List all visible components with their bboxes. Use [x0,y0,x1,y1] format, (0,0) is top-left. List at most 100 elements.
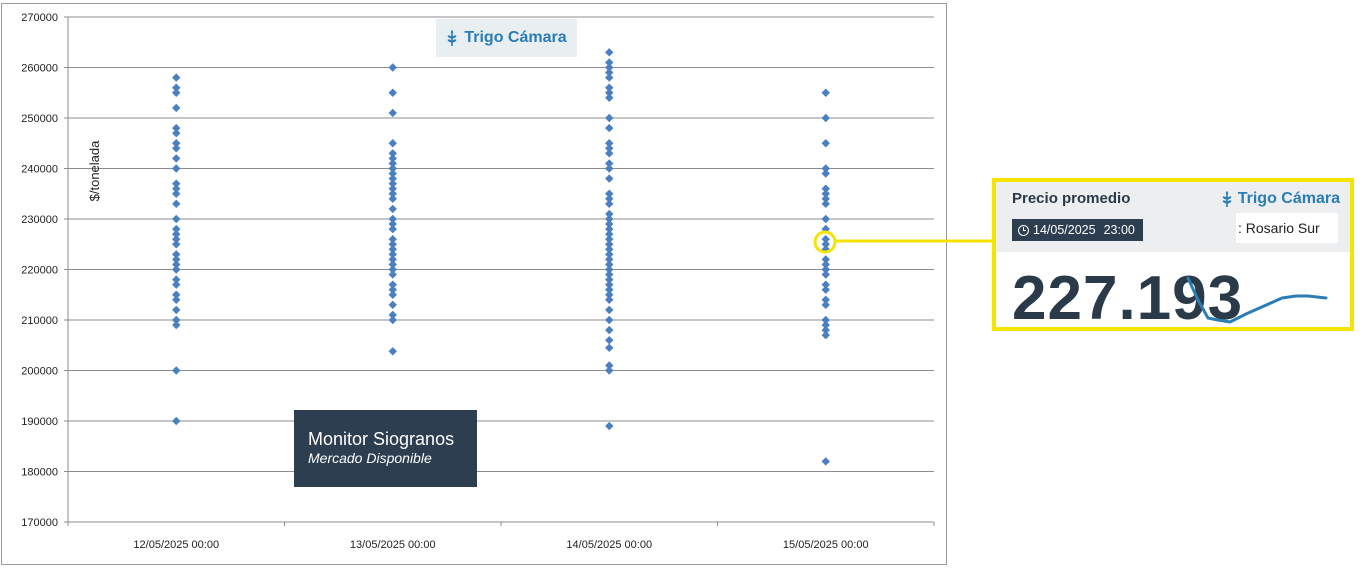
monitor-title: Monitor Siogranos [308,429,455,449]
data-point [388,310,397,320]
data-point [388,159,397,168]
data-point [605,48,614,57]
data-point [388,194,397,203]
y-tick-label: 250000 [21,113,58,125]
data-point [821,325,830,335]
data-point [605,139,614,148]
data-point [172,290,181,299]
data-point [388,315,397,325]
y-tick-label: 220000 [21,265,58,277]
data-point [605,285,614,294]
data-point [172,416,181,426]
data-point [172,83,181,92]
data-point [821,199,830,209]
data-point [172,214,181,224]
x-tick-label: 12/05/2025 00:00 [133,539,219,551]
data-point [388,63,397,72]
data-point [172,295,181,304]
data-point [605,189,614,198]
data-point [605,159,614,168]
data-point [388,88,397,97]
data-point [605,144,614,153]
data-point [821,270,830,279]
data-point [388,240,397,249]
y-axis-label: $/tonelada [87,140,102,201]
data-point [172,229,181,239]
data-point [388,189,397,198]
data-point [388,204,397,214]
data-point [172,240,181,249]
data-point [388,250,397,259]
price-card: Precio promedio Trigo Cámara 14/05/2025 … [992,178,1354,331]
data-point [605,275,614,284]
data-point [388,164,397,173]
data-point [821,300,830,310]
data-point [605,123,614,133]
card-date: 14/05/2025 [1033,223,1096,237]
card-title: Precio promedio [1012,190,1131,207]
data-point [821,189,830,198]
data-point [605,305,614,315]
data-point [605,260,614,269]
data-point [605,240,614,249]
data-point [388,139,397,148]
data-point [821,184,830,193]
data-point [605,68,614,77]
data-point [388,184,397,193]
data-point [821,260,830,269]
data-point [172,144,181,153]
brand-badge: Trigo Cámara [436,19,577,57]
data-point [821,113,830,123]
data-point [172,199,181,209]
data-point [821,164,830,173]
data-point [388,219,397,229]
card-time: 23:00 [1103,223,1135,237]
data-point [172,184,181,193]
y-tick-label: 270000 [21,12,58,24]
data-point [172,366,181,375]
data-point [172,164,181,173]
x-tick-label: 15/05/2025 00:00 [783,539,869,551]
data-point [605,149,614,158]
data-point [388,265,397,274]
data-point [172,265,181,274]
data-point [388,260,397,269]
data-point [821,139,830,148]
wheat-icon [447,30,457,46]
data-point [172,305,181,315]
data-point [605,265,614,274]
data-point [821,457,830,466]
data-point [388,214,397,224]
card-value: 227.193 [1012,264,1244,333]
data-point [388,300,397,310]
data-point [172,315,181,325]
monitor-subtitle: Mercado Disponible [308,450,432,466]
data-point [605,174,614,183]
wheat-icon [1222,191,1232,207]
data-point [388,290,397,299]
data-point [605,315,614,325]
y-tick-label: 230000 [21,214,58,226]
y-tick-label: 260000 [21,63,58,75]
card-brand-name: Trigo Cámara [1237,190,1340,207]
data-point [172,123,181,133]
brand-name: Trigo Cámara [464,29,567,46]
data-point [388,224,397,234]
data-point [388,149,397,158]
data-point [605,63,614,72]
data-point [605,325,614,335]
data-point [388,154,397,163]
data-point [605,219,614,229]
data-point [605,224,614,234]
data-point [605,295,614,304]
data-point [388,270,397,279]
data-point [821,88,830,97]
monitor-box: Monitor Siogranos Mercado Disponible [294,410,477,487]
y-tick-label: 180000 [21,467,58,479]
data-point [605,164,614,173]
sparkline-line [1186,276,1328,324]
data-point [172,103,181,113]
card-timestamp: 14/05/2025 23:00 [1012,219,1143,241]
data-point [605,73,614,82]
